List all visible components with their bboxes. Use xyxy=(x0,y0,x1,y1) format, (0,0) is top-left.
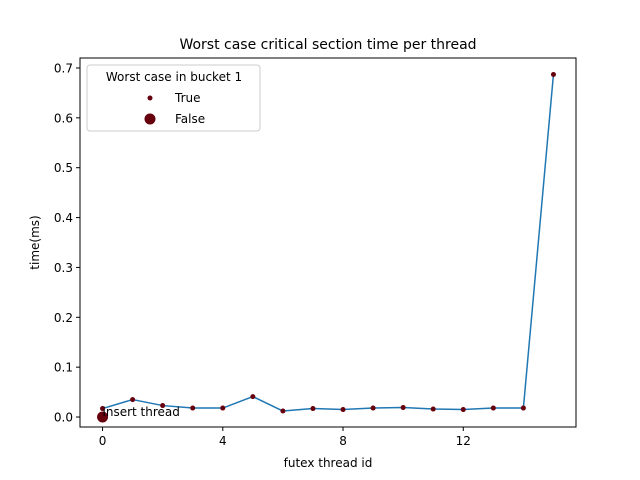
y-tick-label: 0.5 xyxy=(54,161,73,175)
data-point xyxy=(430,406,436,412)
plot-frame xyxy=(79,57,577,428)
data-point xyxy=(340,407,346,413)
legend-title: Worst case in bucket 1 xyxy=(106,70,242,84)
data-point xyxy=(550,71,556,77)
y-tick-label: 0.0 xyxy=(54,411,73,425)
y-tick-label: 0.4 xyxy=(54,211,73,225)
legend-marker-true xyxy=(147,95,153,101)
series-group xyxy=(100,71,556,414)
data-point xyxy=(310,406,316,412)
series-line xyxy=(102,74,555,412)
y-axis-ticks: 0.0 0.1 0.2 0.3 0.4 0.5 0.6 0.7 xyxy=(54,61,80,425)
y-tick-label: 0.2 xyxy=(54,311,73,325)
x-axis-ticks: 0 4 8 12 xyxy=(99,427,471,448)
data-point xyxy=(160,403,166,409)
data-point xyxy=(460,407,466,413)
insert-thread-label: insert thread xyxy=(103,405,180,419)
y-tick-label: 0.1 xyxy=(54,361,73,375)
insert-thread-point xyxy=(97,411,109,423)
legend-box xyxy=(86,64,261,132)
data-point xyxy=(280,408,286,414)
data-point xyxy=(400,405,406,411)
data-point xyxy=(370,405,376,411)
legend-label-true: True xyxy=(174,91,201,105)
data-point xyxy=(250,394,256,400)
y-tick-label: 0.6 xyxy=(54,111,73,125)
legend-label-false: False xyxy=(175,112,205,126)
data-point xyxy=(130,397,136,403)
y-tick-label: 0.3 xyxy=(54,261,73,275)
y-axis-label: time(ms) xyxy=(28,215,42,269)
x-tick-label: 4 xyxy=(219,434,227,448)
x-tick-label: 0 xyxy=(99,434,107,448)
data-point xyxy=(220,405,226,411)
data-point xyxy=(490,405,496,411)
legend-marker-false xyxy=(144,113,156,125)
insert-annotation-group: insert thread xyxy=(97,405,180,423)
data-point xyxy=(190,405,196,411)
chart-title: Worst case critical section time per thr… xyxy=(179,37,476,53)
y-tick-label: 0.7 xyxy=(54,61,73,75)
x-tick-label: 8 xyxy=(339,434,347,448)
x-axis-label: futex thread id xyxy=(284,456,373,470)
legend: Worst case in bucket 1 True False xyxy=(86,64,261,132)
x-tick-label: 12 xyxy=(456,434,471,448)
data-point xyxy=(520,405,526,411)
data-point xyxy=(100,406,106,412)
